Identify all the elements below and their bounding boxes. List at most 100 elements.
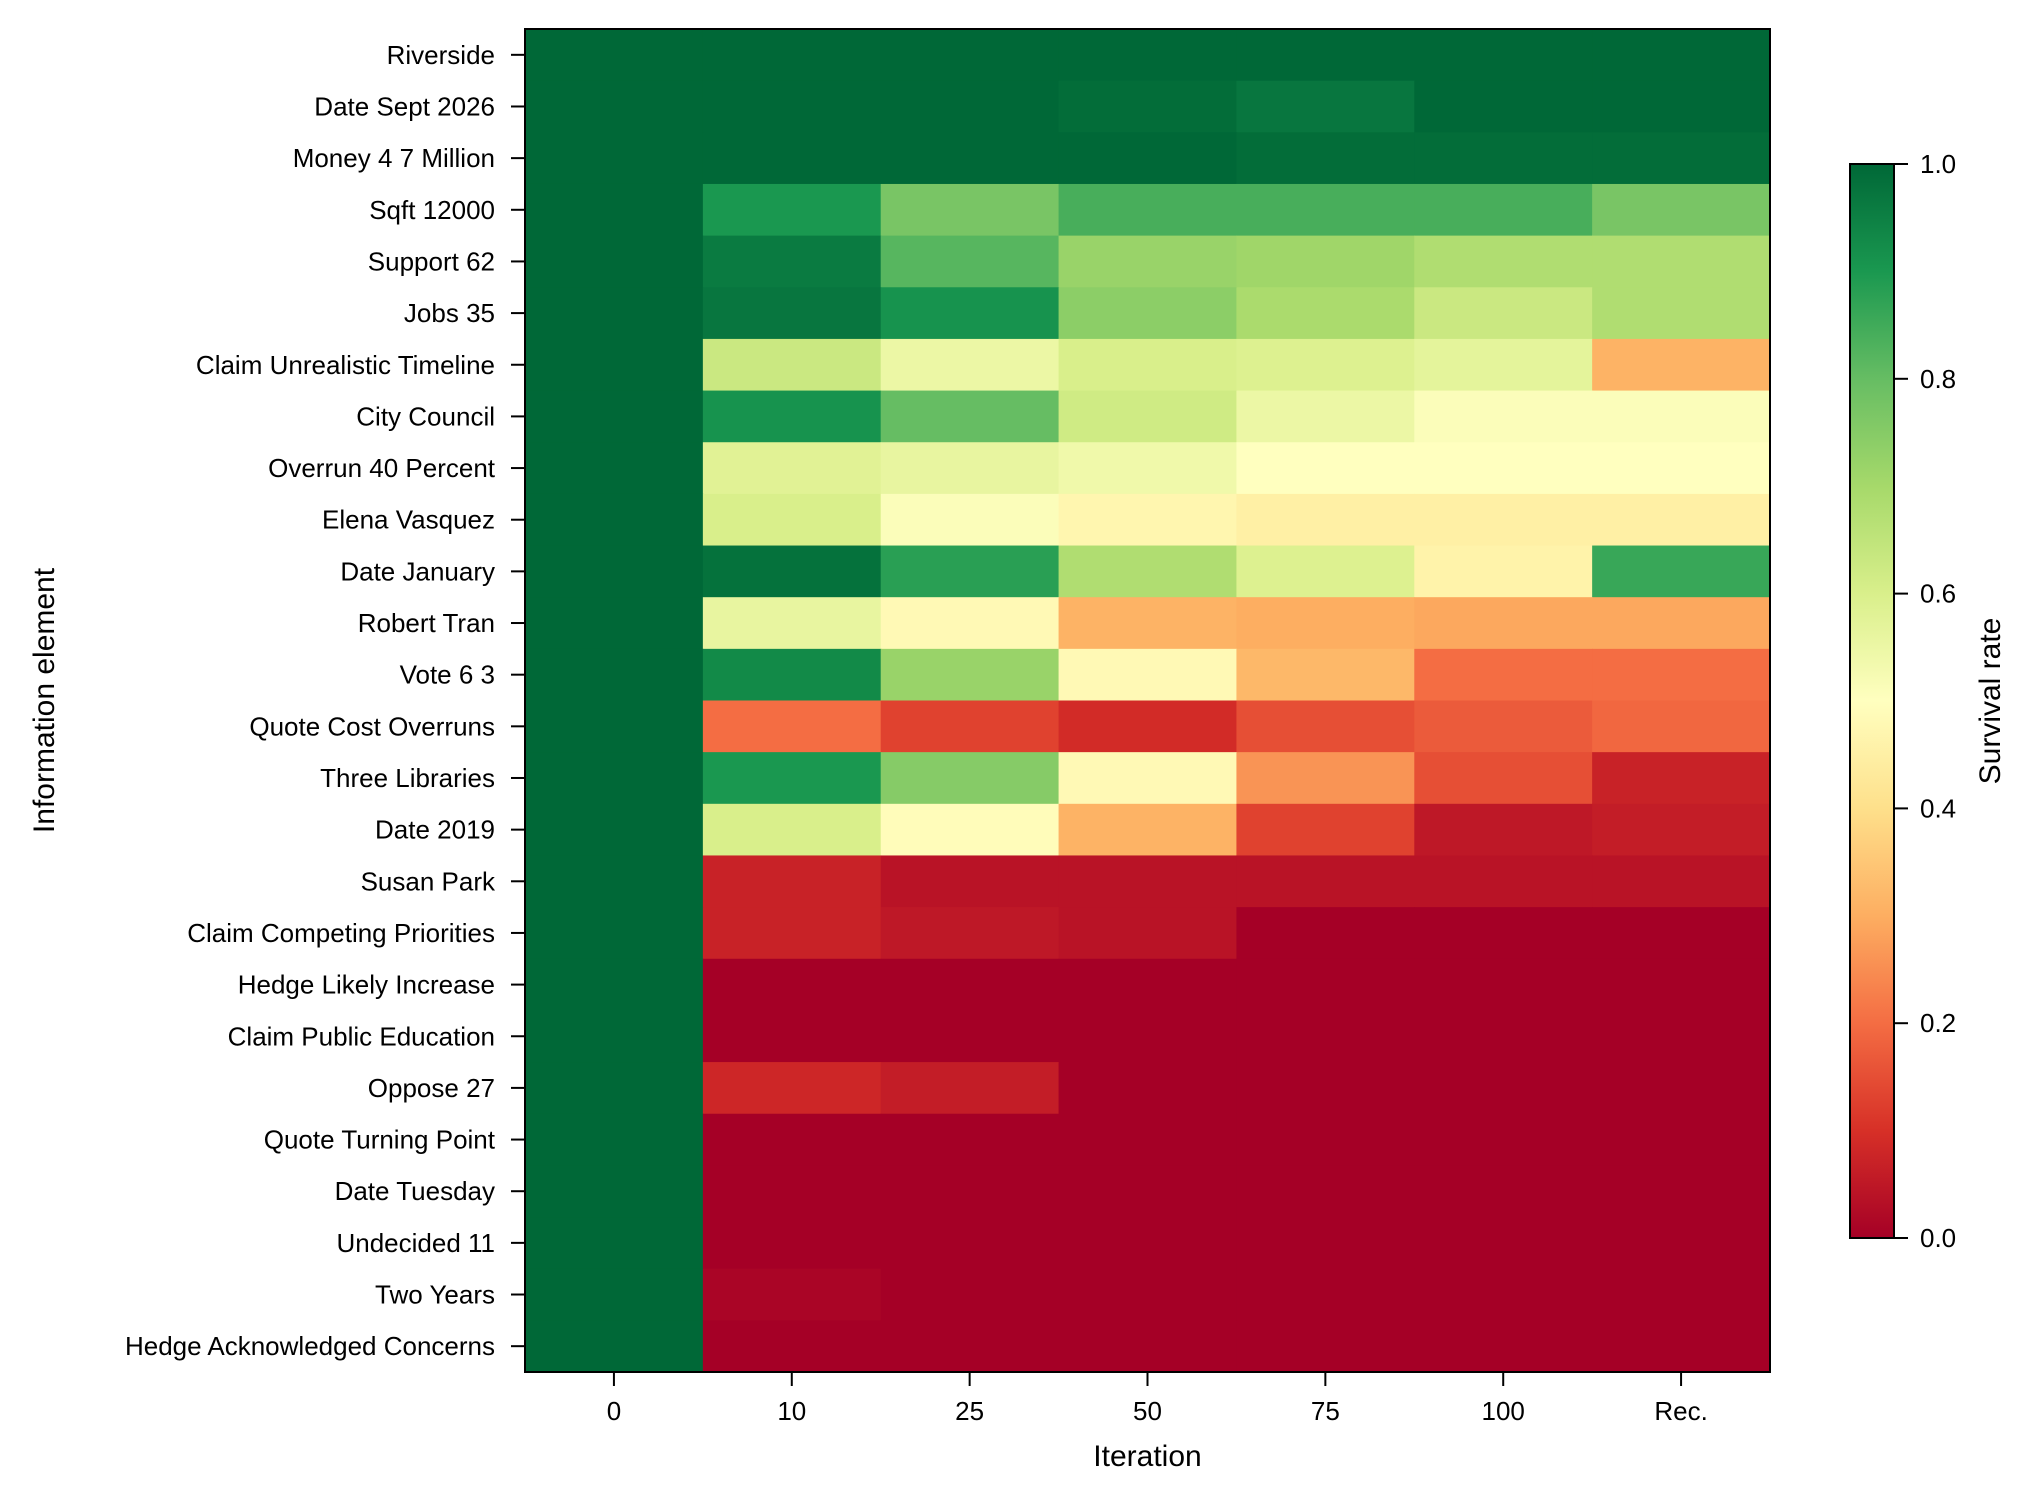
heatmap-cell	[525, 1320, 704, 1373]
heatmap-cell	[1414, 287, 1593, 340]
heatmap-cell	[1236, 80, 1415, 133]
heatmap-cell	[1592, 752, 1771, 805]
heatmap-cell	[1236, 752, 1415, 805]
heatmap-cell	[525, 132, 704, 185]
heatmap-cell	[1414, 29, 1593, 82]
y-tick-label: Riverside	[387, 40, 495, 70]
heatmap-cell	[1414, 442, 1593, 495]
heatmap-cell	[1414, 1062, 1593, 1115]
heatmap-cell	[880, 442, 1060, 495]
heatmap-cell	[1058, 390, 1238, 443]
heatmap-cell	[1058, 597, 1238, 650]
heatmap-cell	[880, 648, 1060, 702]
heatmap-cell	[525, 803, 704, 857]
y-tick-label: Quote Cost Overruns	[249, 711, 495, 741]
heatmap-cell	[1058, 648, 1238, 702]
heatmap-cell	[1414, 700, 1593, 753]
x-tick-label: 100	[1482, 1396, 1525, 1426]
y-tick-label: Susan Park	[361, 866, 496, 896]
x-axis-ticks: 0 10 25 50 75 100 Rec.	[607, 1372, 1708, 1426]
y-tick-label: Vote 6 3	[400, 660, 495, 690]
y-tick-label: Quote Turning Point	[264, 1125, 496, 1155]
y-tick-label: Support 62	[368, 246, 495, 276]
heatmap-cell	[1592, 442, 1771, 495]
heatmap-cell	[1592, 855, 1771, 908]
heatmap-cell	[1414, 1010, 1593, 1063]
heatmap-cell	[1058, 803, 1238, 857]
heatmap-cell	[1236, 1320, 1415, 1373]
heatmap-cell	[702, 545, 882, 598]
heatmap-cell	[1592, 1113, 1771, 1166]
heatmap-cell	[525, 597, 704, 650]
heatmap-cell	[1592, 235, 1771, 288]
heatmap-cell	[1058, 752, 1238, 805]
heatmap-cell	[1592, 29, 1771, 82]
heatmap-cell	[880, 958, 1060, 1012]
heatmap-cell	[880, 803, 1060, 857]
heatmap-cell	[1592, 1062, 1771, 1115]
colorbar	[1849, 163, 1895, 1239]
y-tick-label: Robert Tran	[358, 608, 495, 638]
heatmap-cell	[1058, 183, 1238, 237]
heatmap-cell	[702, 597, 882, 650]
heatmap-cell	[525, 80, 704, 133]
heatmap-cell	[1592, 1165, 1771, 1218]
heatmap-cell	[880, 597, 1060, 650]
heatmap-cell	[702, 907, 882, 960]
heatmap-cell	[1592, 597, 1771, 650]
x-tick-label: 75	[1311, 1396, 1340, 1426]
heatmap-cell	[702, 442, 882, 495]
heatmap-cell	[1414, 183, 1593, 237]
heatmap-cell	[1058, 1217, 1238, 1270]
heatmap-cell	[702, 493, 882, 547]
heatmap-cell	[1592, 132, 1771, 185]
heatmap-cell	[702, 338, 882, 392]
heatmap-cell	[525, 235, 704, 288]
heatmap-cell	[1592, 545, 1771, 598]
heatmap-cell	[702, 752, 882, 805]
heatmap-cell	[1236, 1113, 1415, 1166]
heatmap-cell	[1236, 183, 1415, 237]
heatmap-cell	[702, 1010, 882, 1063]
heatmap-cell	[1592, 493, 1771, 547]
heatmap-cell	[1058, 855, 1238, 908]
heatmap-cell	[702, 958, 882, 1012]
heatmap-cell	[1236, 29, 1415, 82]
x-tick-label: 25	[955, 1396, 984, 1426]
heatmap-cell	[1236, 338, 1415, 392]
heatmap-cell	[880, 907, 1060, 960]
heatmap-cell	[1592, 80, 1771, 133]
heatmap-cell	[1058, 1268, 1238, 1321]
heatmap-cell	[880, 29, 1060, 82]
x-tick-label: Rec.	[1654, 1396, 1707, 1426]
heatmap-cell	[1058, 1010, 1238, 1063]
heatmap-cell	[1414, 803, 1593, 857]
heatmap-cell	[1592, 287, 1771, 340]
heatmap-cell	[702, 1217, 882, 1270]
heatmap-cell	[1414, 1320, 1593, 1373]
heatmap-cell	[1236, 1268, 1415, 1321]
colorbar-tick-label: 0.4	[1920, 793, 1956, 823]
heatmap-cell	[1236, 132, 1415, 185]
heatmap-cell	[1414, 597, 1593, 650]
heatmap-cell	[702, 1062, 882, 1115]
heatmap-cell	[1058, 1062, 1238, 1115]
y-tick-label: Undecided 11	[336, 1228, 495, 1258]
heatmap-cell	[1058, 907, 1238, 960]
heatmap-cell	[1236, 1010, 1415, 1063]
y-tick-label: Claim Public Education	[228, 1021, 495, 1051]
heatmap-cell	[1058, 338, 1238, 392]
heatmap-cell	[702, 183, 882, 237]
y-tick-label: Three Libraries	[320, 763, 495, 793]
x-tick-label: 50	[1133, 1396, 1162, 1426]
heatmap-cell	[1414, 132, 1593, 185]
heatmap-cell	[1414, 493, 1593, 547]
heatmap-cell	[880, 80, 1060, 133]
heatmap-cell	[1236, 958, 1415, 1012]
heatmap-cell	[525, 1165, 704, 1218]
heatmap-cell	[525, 752, 704, 805]
heatmap-cell	[525, 648, 704, 702]
heatmap-cell	[1236, 287, 1415, 340]
colorbar-tick-label: 0.0	[1920, 1223, 1956, 1253]
heatmap-cell	[1236, 1217, 1415, 1270]
